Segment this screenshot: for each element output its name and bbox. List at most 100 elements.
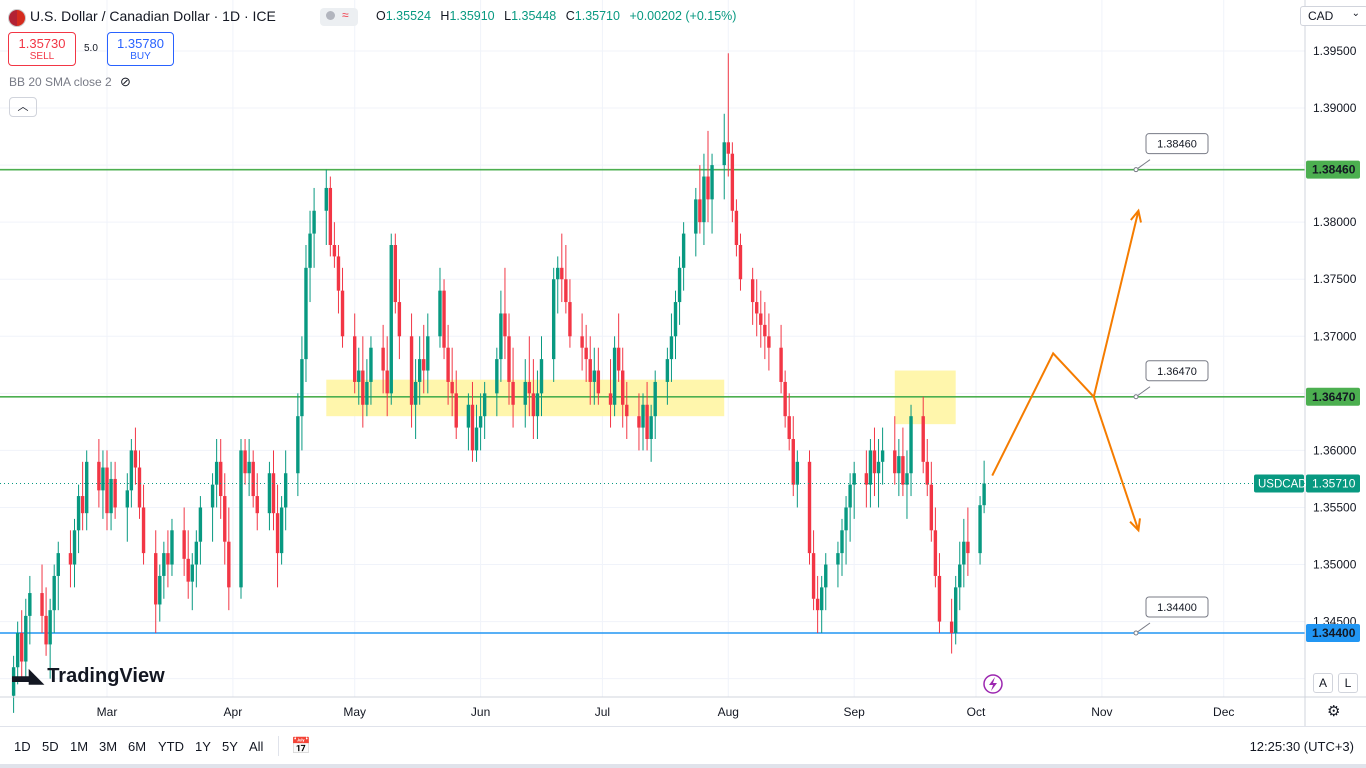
tf-1y[interactable]: 1Y — [195, 739, 211, 754]
tv-logo-icon: ▬◣ — [12, 666, 44, 687]
candle-body — [332, 245, 337, 257]
buy-price: 1.35780 — [117, 36, 164, 51]
candle-body — [251, 461, 255, 497]
candle-body — [125, 490, 130, 508]
candle-body — [807, 461, 812, 554]
callout-pointer — [1135, 386, 1151, 398]
candle-body — [730, 153, 735, 211]
candle-body — [535, 393, 540, 417]
candle-body — [413, 381, 418, 405]
gear-icon[interactable]: ⚙ — [1327, 703, 1341, 720]
candle-body — [901, 456, 905, 485]
auto-scale-button[interactable]: A — [1313, 673, 1333, 693]
candle-body — [52, 575, 56, 611]
candle-body — [194, 541, 199, 565]
tf-5y[interactable]: 5Y — [222, 739, 238, 754]
candle-body — [738, 245, 743, 280]
candle-body — [511, 381, 515, 405]
tf-6m[interactable]: 6M — [128, 739, 147, 754]
sell-button[interactable]: 1.35730 SELL — [8, 32, 76, 66]
callout-text: 1.36470 — [1157, 366, 1197, 378]
time-tick-label: Aug — [718, 705, 739, 719]
candle-body — [568, 302, 572, 337]
level-price-tag-text: 1.38460 — [1312, 163, 1356, 177]
tf-ytd[interactable]: YTD — [158, 739, 184, 754]
candle-body — [482, 393, 487, 417]
collapse-legend-button[interactable]: ︿ — [9, 97, 37, 117]
callout-box — [1145, 596, 1209, 618]
candle-body — [409, 336, 414, 405]
candle-body — [759, 313, 763, 325]
candle-body — [141, 507, 146, 554]
ohlc-high-value: 1.35910 — [449, 9, 495, 23]
candle-body — [190, 564, 194, 582]
candle-body — [625, 404, 629, 417]
candle-body — [28, 593, 32, 616]
candle-body — [876, 461, 881, 474]
clock-readout[interactable]: 12:25:30 (UTC+3) — [1249, 739, 1354, 754]
candle-body — [637, 416, 641, 428]
candle-body — [97, 461, 101, 491]
candle-body — [422, 359, 426, 371]
candle-body — [357, 370, 361, 382]
eye-hidden-icon[interactable]: ⊘ — [120, 74, 131, 89]
market-status-badge[interactable]: ≈ — [320, 8, 358, 26]
candle-body — [300, 359, 304, 417]
candle-body — [925, 461, 929, 485]
event-icon — [983, 674, 1003, 694]
candle-body — [551, 279, 556, 360]
candle-body — [616, 347, 621, 371]
calendar-icon[interactable]: 📅 — [291, 738, 311, 755]
currency-select[interactable]: CAD ⌄ — [1300, 6, 1366, 26]
candle-body — [361, 370, 365, 405]
level-price-tag-text: 1.36470 — [1312, 390, 1356, 404]
candle-body — [556, 267, 560, 280]
candle-body — [592, 370, 596, 382]
price-axis: 1.39500 1.39000 1.38000 1.37500 1.37000 1.360… — [1313, 44, 1357, 629]
symbol-title[interactable]: U.S. Dollar / Canadian Dollar · 1D · ICE — [30, 8, 276, 24]
tf-5d[interactable]: 5D — [42, 739, 59, 754]
time-tick-label: Apr — [224, 705, 243, 719]
time-tick-label: Jun — [471, 705, 490, 719]
candle-body — [283, 473, 288, 508]
candle-body — [840, 530, 844, 554]
candle-body — [227, 541, 231, 588]
candle-body — [588, 359, 592, 382]
log-scale-button[interactable]: L — [1338, 673, 1358, 693]
candle-body — [474, 427, 479, 451]
time-axis: Mar Apr May Jun Jul Aug Sep Oct Nov Dec — [97, 705, 1235, 719]
price-tick-label: 1.38000 — [1313, 215, 1357, 229]
scrollbar[interactable] — [0, 764, 1366, 768]
candle-body — [921, 416, 925, 462]
price-tick-label: 1.35000 — [1313, 558, 1357, 572]
level-price-tag — [1306, 160, 1360, 179]
tf-all[interactable]: All — [249, 739, 264, 754]
sell-label: SELL — [29, 51, 55, 62]
candle-body — [271, 473, 276, 514]
indicator-legend[interactable]: BB 20 SMA close 2 — [9, 75, 112, 89]
candle-body — [466, 404, 471, 428]
candle-body — [426, 336, 430, 371]
tf-1m[interactable]: 1M — [70, 739, 89, 754]
candle-body — [369, 347, 373, 382]
candle-body — [958, 564, 962, 588]
buy-button[interactable]: 1.35780 BUY — [107, 32, 174, 66]
candle-body — [170, 530, 174, 565]
candle-body — [478, 416, 483, 428]
candle-body — [279, 507, 284, 554]
candle-body — [381, 347, 385, 371]
arrow-head — [1130, 208, 1142, 223]
tf-3m[interactable]: 3M — [99, 739, 118, 754]
candle-body — [949, 621, 954, 633]
callout-text: 1.38460 — [1157, 139, 1197, 151]
candle-body — [953, 587, 958, 633]
candle-body — [596, 370, 601, 394]
price-chart[interactable]: 1.38460 1.36470 1.34400 1.39500 1.39000 1.380… — [0, 0, 1366, 726]
candle-body — [133, 450, 138, 468]
time-tick-label: Nov — [1091, 705, 1112, 719]
last-price-tag — [1306, 474, 1360, 493]
tf-1d[interactable]: 1D — [14, 739, 31, 754]
symbol-tag-text: USDCAD — [1258, 479, 1307, 491]
candle-body — [819, 587, 824, 611]
candle-body — [48, 610, 52, 645]
